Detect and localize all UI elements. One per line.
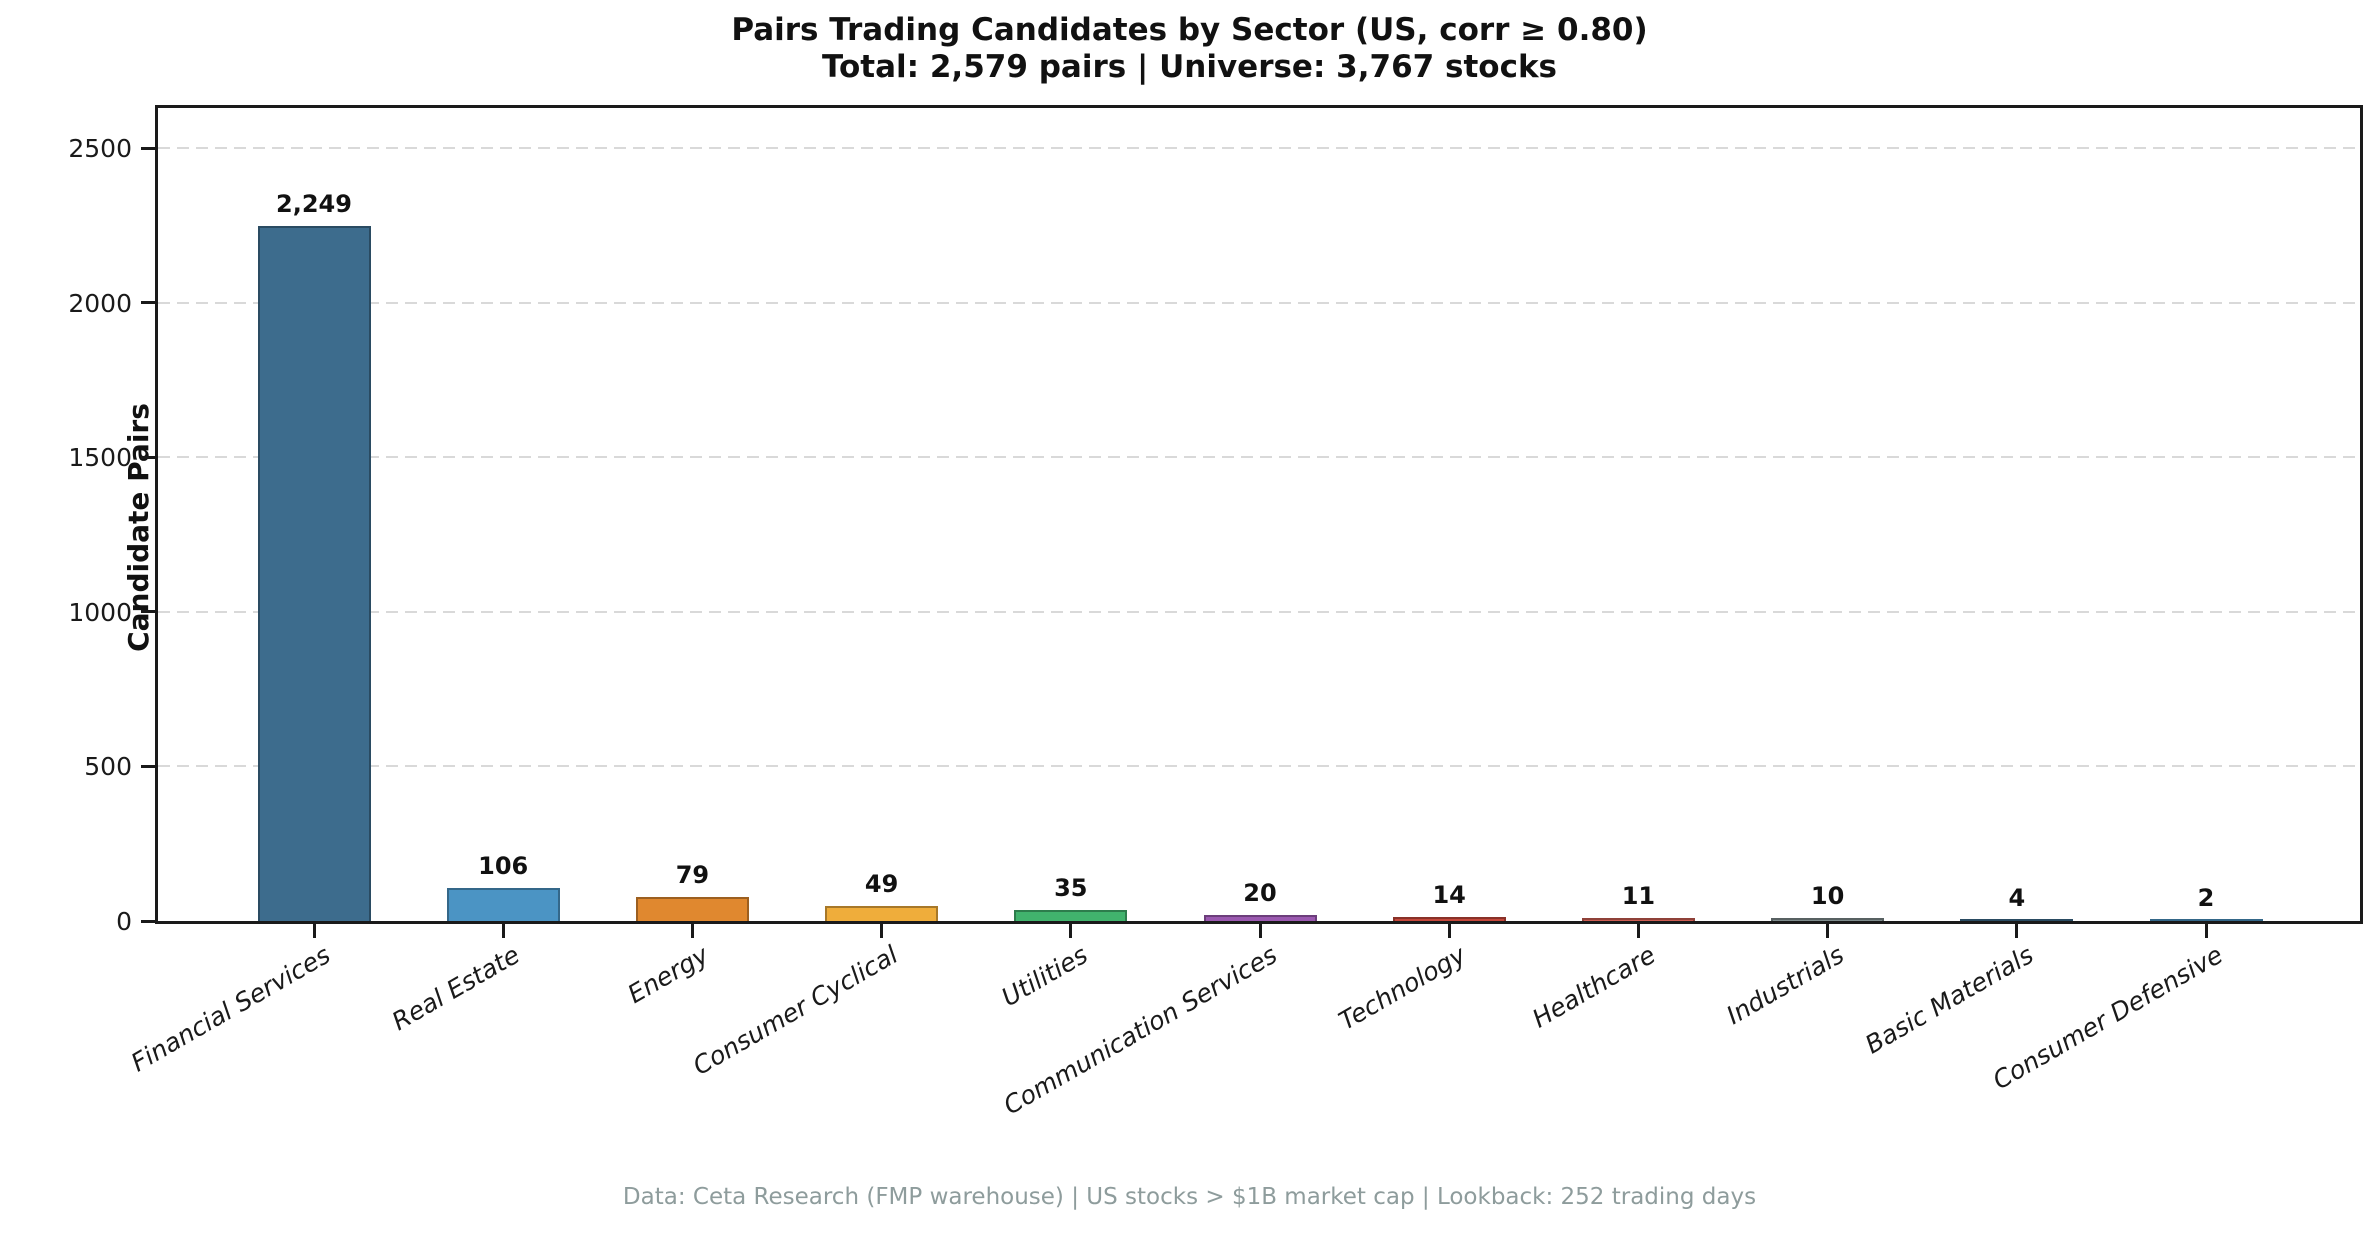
chart-title: Pairs Trading Candidates by Sector (US, … [731, 12, 1648, 48]
bar-communication-services [1203, 914, 1317, 921]
y-tick-mark [141, 455, 155, 459]
bar-value-label: 79 [675, 860, 710, 889]
chart-title-block: Pairs Trading Candidates by Sector (US, … [0, 12, 2379, 86]
plot-area: 0 500 1000 1500 2000 2500 2,249 106 79 49 35 20 14 11… [68, 105, 2363, 938]
bar-technology [1392, 916, 1506, 921]
x-tick-mark [690, 924, 694, 938]
bar-consumer-cyclical [825, 905, 939, 921]
y-tick-label: 2000 [68, 288, 132, 318]
bar-healthcare [1581, 917, 1695, 921]
y-tick-mark [141, 764, 155, 768]
y-tick-mark [141, 301, 155, 305]
bar-value-label: 4 [2008, 883, 2026, 912]
x-tick-label-communication-services: Communication Services [998, 940, 1282, 1121]
bar-real-estate [446, 888, 560, 921]
x-tick-mark [880, 924, 884, 938]
bar-value-label: 11 [1621, 881, 1656, 910]
bar-value-label: 2,249 [276, 189, 352, 218]
y-tick-mark [141, 610, 155, 614]
gridline-y2500 [158, 147, 2360, 150]
bar-value-label: 2 [2197, 884, 2215, 913]
x-tick-label-consumer-defensive: Consumer Defensive [1987, 940, 2228, 1096]
data-source-caption: Data: Ceta Research (FMP warehouse) | US… [622, 1184, 1757, 1210]
x-tick-mark [1069, 924, 1073, 938]
bar-value-label: 49 [864, 869, 899, 898]
bar-value-label: 14 [1432, 880, 1466, 909]
x-tick-label-real-estate: Real Estate [387, 940, 525, 1037]
x-tick-label-financial-services: Financial Services [126, 940, 336, 1078]
y-tick-mark [141, 919, 155, 923]
bar-financial-services [257, 225, 371, 921]
gridline-y1000 [158, 610, 2360, 613]
x-tick-mark [2204, 924, 2208, 938]
chart-subtitle: Total: 2,579 pairs | Universe: 3,767 sto… [821, 49, 1558, 85]
bar-utilities [1014, 910, 1128, 921]
bar-industrials [1771, 917, 1885, 921]
gridline-y1500 [158, 456, 2360, 459]
x-tick-mark [501, 924, 505, 938]
bar-value-label: 35 [1054, 874, 1088, 903]
y-tick-label: 2500 [68, 134, 132, 164]
y-tick-label: 1000 [68, 597, 132, 627]
x-tick-mark [1447, 924, 1451, 938]
x-tick-label-technology: Technology [1333, 940, 1471, 1036]
x-axis-labels: Financial Services Real Estate Energy Consu… [126, 940, 2357, 1200]
x-tick-mark [2015, 924, 2019, 938]
x-tick-mark [312, 924, 316, 938]
bar-consumer-defensive [2149, 919, 2263, 921]
y-tick-label: 0 [116, 907, 132, 936]
x-tick-label-energy: Energy [623, 940, 714, 1010]
y-tick-label: 500 [84, 752, 132, 782]
x-tick-label-consumer-cyclical: Consumer Cyclical [688, 940, 904, 1081]
bar-basic-materials [1960, 919, 2074, 921]
bar-value-label: 10 [1810, 881, 1845, 910]
x-tick-label-industrials: Industrials [1721, 940, 1850, 1031]
x-tick-mark [1258, 924, 1262, 938]
x-tick-label-utilities: Utilities [996, 940, 1093, 1013]
y-tick-label: 1500 [68, 443, 132, 473]
x-tick-label-healthcare: Healthcare [1526, 940, 1660, 1034]
bar-energy [635, 896, 749, 921]
x-tick-mark [1826, 924, 1830, 938]
y-tick-mark [141, 146, 155, 150]
bar-value-label: 20 [1243, 878, 1277, 907]
gridline-y500 [158, 765, 2360, 768]
bar-value-label: 106 [478, 852, 529, 881]
x-tick-label-basic-materials: Basic Materials [1860, 940, 2039, 1060]
gridline-y2000 [158, 301, 2360, 304]
x-tick-mark [1636, 924, 1640, 938]
